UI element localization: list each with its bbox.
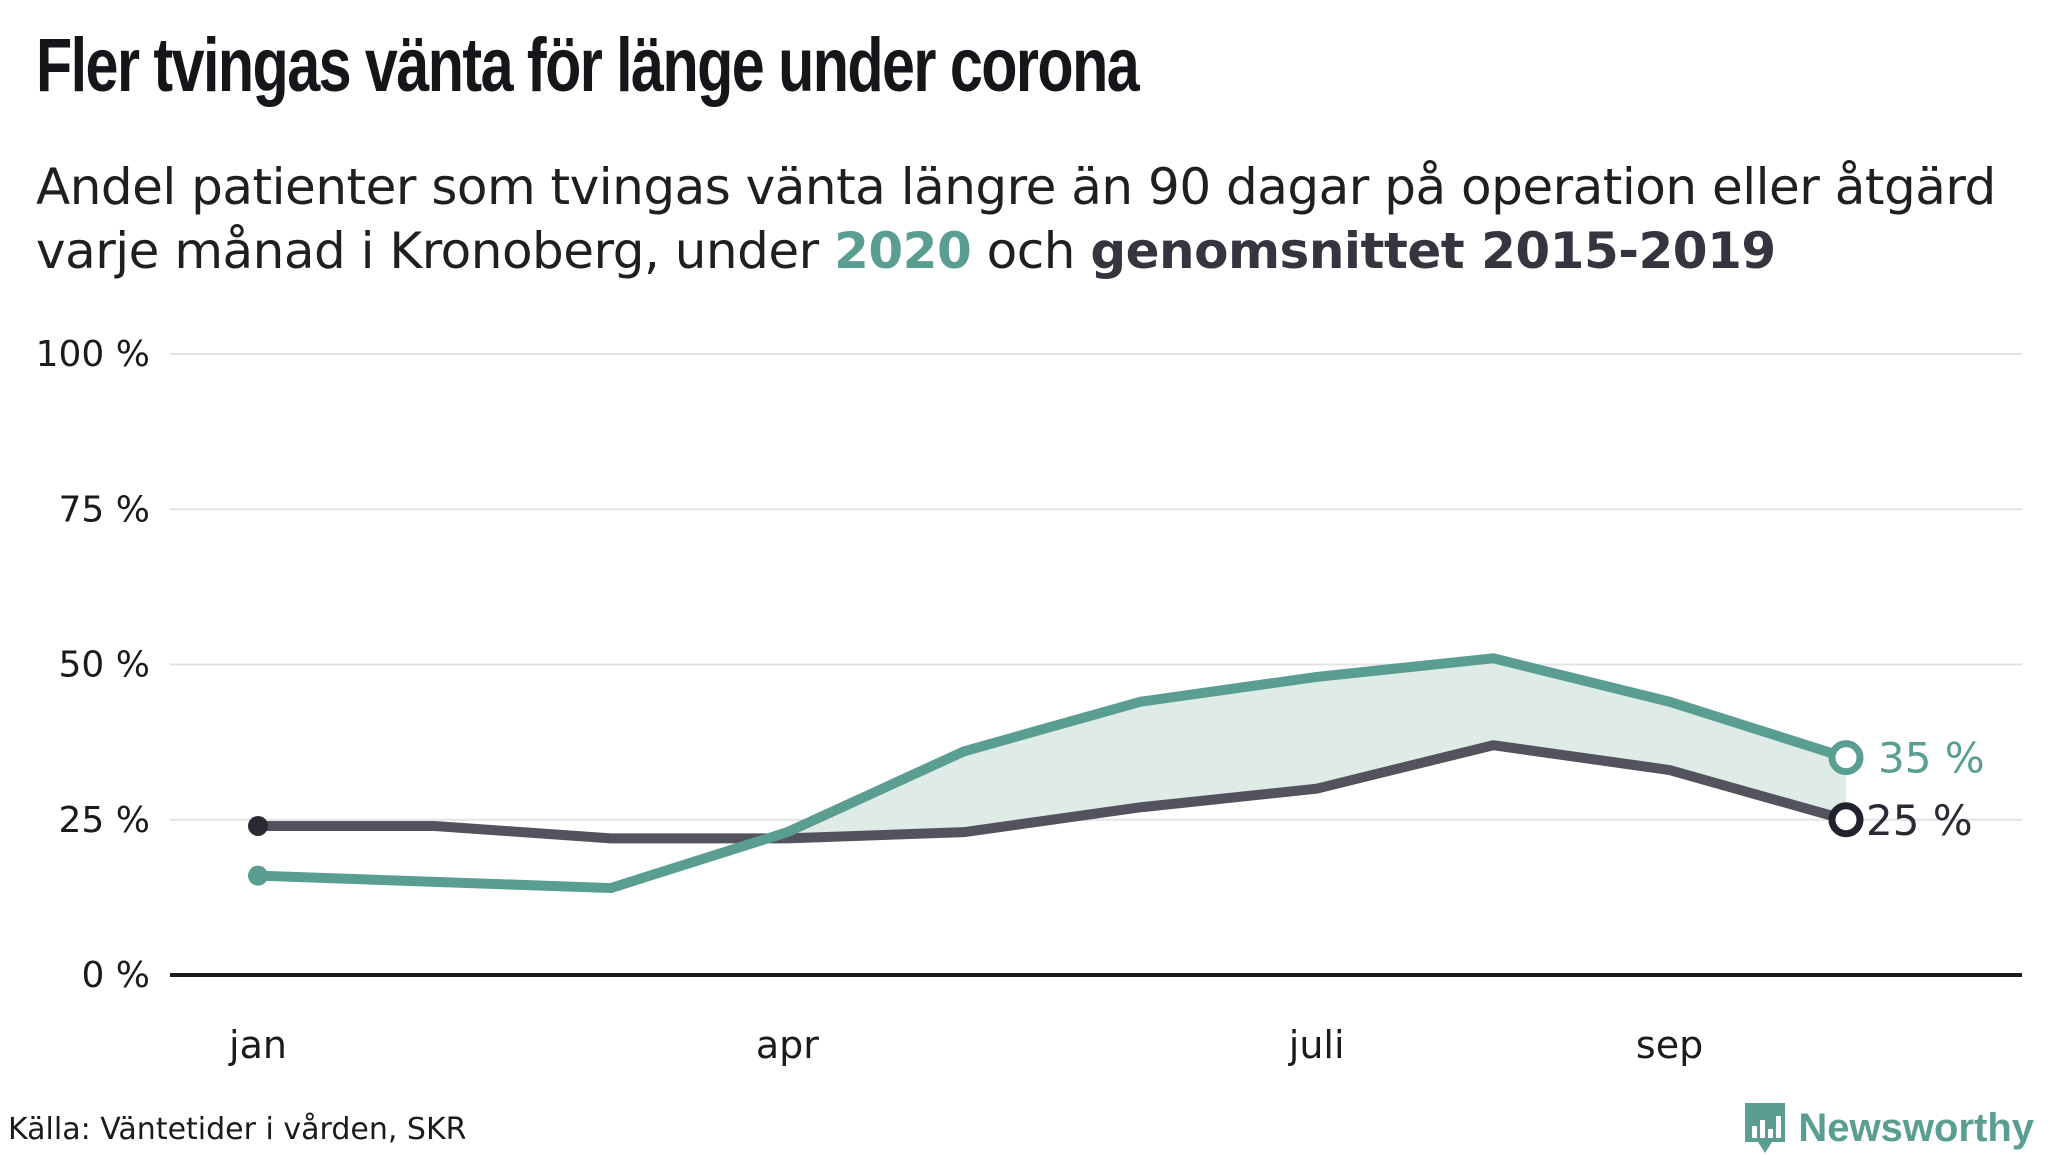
series-line-2020	[253, 653, 1851, 894]
y-tick-label: 50 %	[59, 645, 150, 686]
start-point-2020	[248, 865, 268, 886]
difference-area	[767, 658, 1846, 839]
logo-wordmark: Newsworthy	[1798, 1105, 2034, 1150]
x-tick-label: sep	[1636, 1023, 1703, 1067]
series-markers	[248, 740, 1864, 886]
y-tick-label: 100 %	[36, 334, 150, 375]
chart-title: Fler tvingas vänta för länge under coron…	[36, 23, 1140, 108]
y-gridlines	[170, 353, 2022, 821]
subtitle-text: Andel patienter som tvingas vänta längre…	[36, 158, 1996, 280]
subtitle-text-och: och	[971, 222, 1091, 280]
start-point-average	[248, 815, 268, 836]
end-point-average	[1828, 802, 1864, 838]
end-labels: 35 % 25 %	[1866, 734, 1985, 845]
y-tick-label: 75 %	[59, 489, 150, 530]
y-tick-label: 25 %	[59, 800, 150, 841]
end-label-average: 25 %	[1866, 796, 1973, 845]
newsworthy-logo: Newsworthy	[1742, 1100, 2034, 1156]
x-tick-label: jan	[228, 1023, 287, 1067]
fill-between-area	[767, 658, 1846, 839]
x-axis-labels: jan apr juli sep	[228, 1023, 1703, 1067]
series-line-average	[253, 740, 1851, 844]
series-lines	[253, 653, 1851, 894]
source-note: Källa: Väntetider i vården, SKR	[8, 1112, 467, 1147]
end-label-2020: 35 %	[1878, 734, 1985, 783]
end-point-2020	[1828, 740, 1864, 776]
chart-subtitle: Andel patienter som tvingas vänta längre…	[36, 155, 2046, 283]
y-tick-label: 0 %	[81, 955, 150, 996]
bar-chart-logo-icon	[1745, 1103, 1786, 1153]
x-tick-label: apr	[756, 1023, 819, 1067]
subtitle-highlight-average: genomsnittet 2015-2019	[1090, 222, 1776, 280]
subtitle-highlight-2020: 2020	[834, 222, 972, 280]
x-tick-label: juli	[1288, 1023, 1345, 1067]
y-axis-labels: 0 % 25 % 50 % 75 % 100 %	[36, 334, 150, 996]
